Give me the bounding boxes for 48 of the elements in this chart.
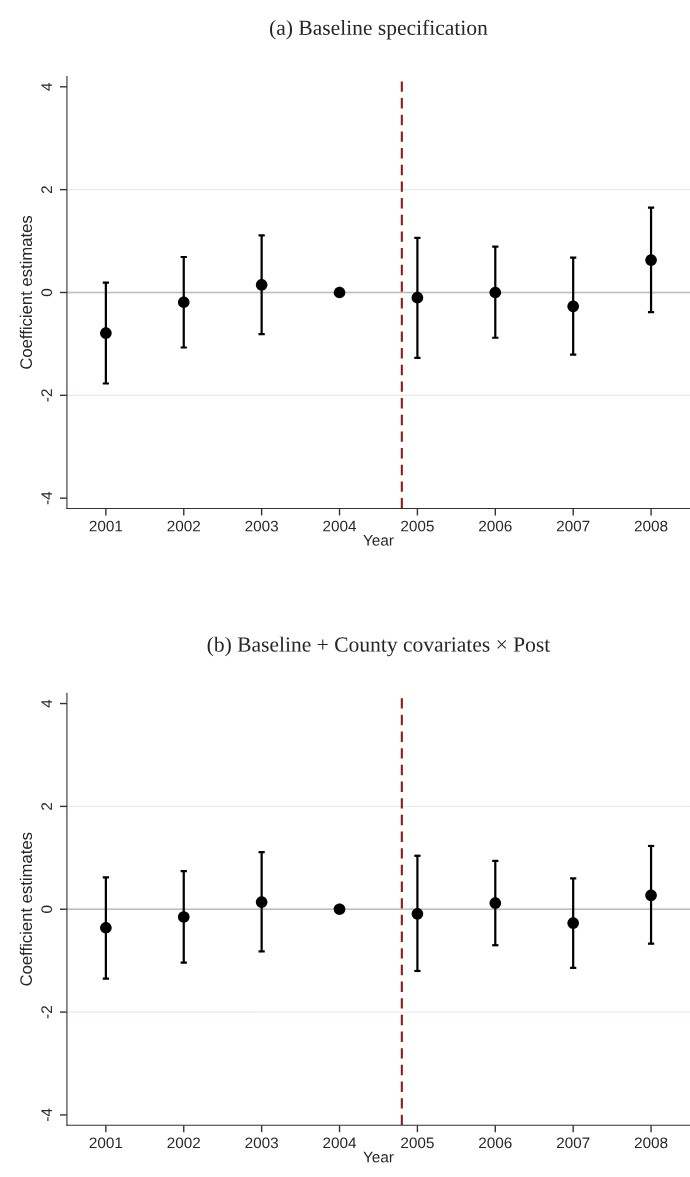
y-tick-label: 0 [41,288,53,297]
x-tick-label: 2003 [245,1137,278,1149]
x-tick-label: 2001 [89,1137,123,1149]
point [255,278,268,291]
x-tick-label: 2006 [479,1137,512,1149]
point [333,903,346,916]
point [177,911,190,923]
x-tick-label: 2004 [323,1137,357,1149]
y-tick-label: 4 [41,82,52,91]
point [255,896,268,908]
x-tick-label: 2001 [89,520,123,532]
point [333,286,346,299]
y-tick-label: -2 [41,1006,52,1019]
y-tick-label: 4 [41,699,52,708]
point [567,300,579,313]
x-axis-title: Year [363,535,394,546]
x-tick-label: 2004 [323,520,357,532]
point [567,917,579,929]
point [100,921,112,934]
x-tick-label: 2005 [401,520,434,532]
x-tick-label: 2006 [479,520,512,532]
x-tick-label: 2008 [634,1137,668,1149]
point [411,908,424,920]
point [489,286,502,299]
y-tick-label: 2 [41,186,52,194]
x-tick-label: 2007 [556,1137,590,1149]
y-tick-label: 0 [41,905,53,913]
x-tick-label: 2005 [401,1137,434,1149]
x-tick-label: 2003 [245,520,278,532]
x-tick-label: 2002 [167,1137,200,1149]
chart-title: (a) Baseline specification [270,19,488,40]
y-axis-title: Coefficient estimates [19,832,33,986]
x-tick-label: 2002 [167,520,200,532]
point [177,296,190,309]
x-tick-label: 2008 [634,520,668,532]
chart-title: (b) Baseline + County covariates × Post [207,636,551,657]
y-tick-label: -2 [41,389,52,402]
x-tick-label: 2007 [556,520,590,532]
point [100,327,112,339]
point [645,889,657,902]
point [489,897,502,909]
point [645,254,657,266]
y-axis-title: Coefficient estimates [19,215,33,369]
point [411,291,424,304]
x-axis-title: Year [363,1151,394,1163]
y-tick-label: -4 [41,1108,52,1122]
y-tick-label: 2 [41,802,52,810]
y-tick-label: -4 [41,491,52,505]
